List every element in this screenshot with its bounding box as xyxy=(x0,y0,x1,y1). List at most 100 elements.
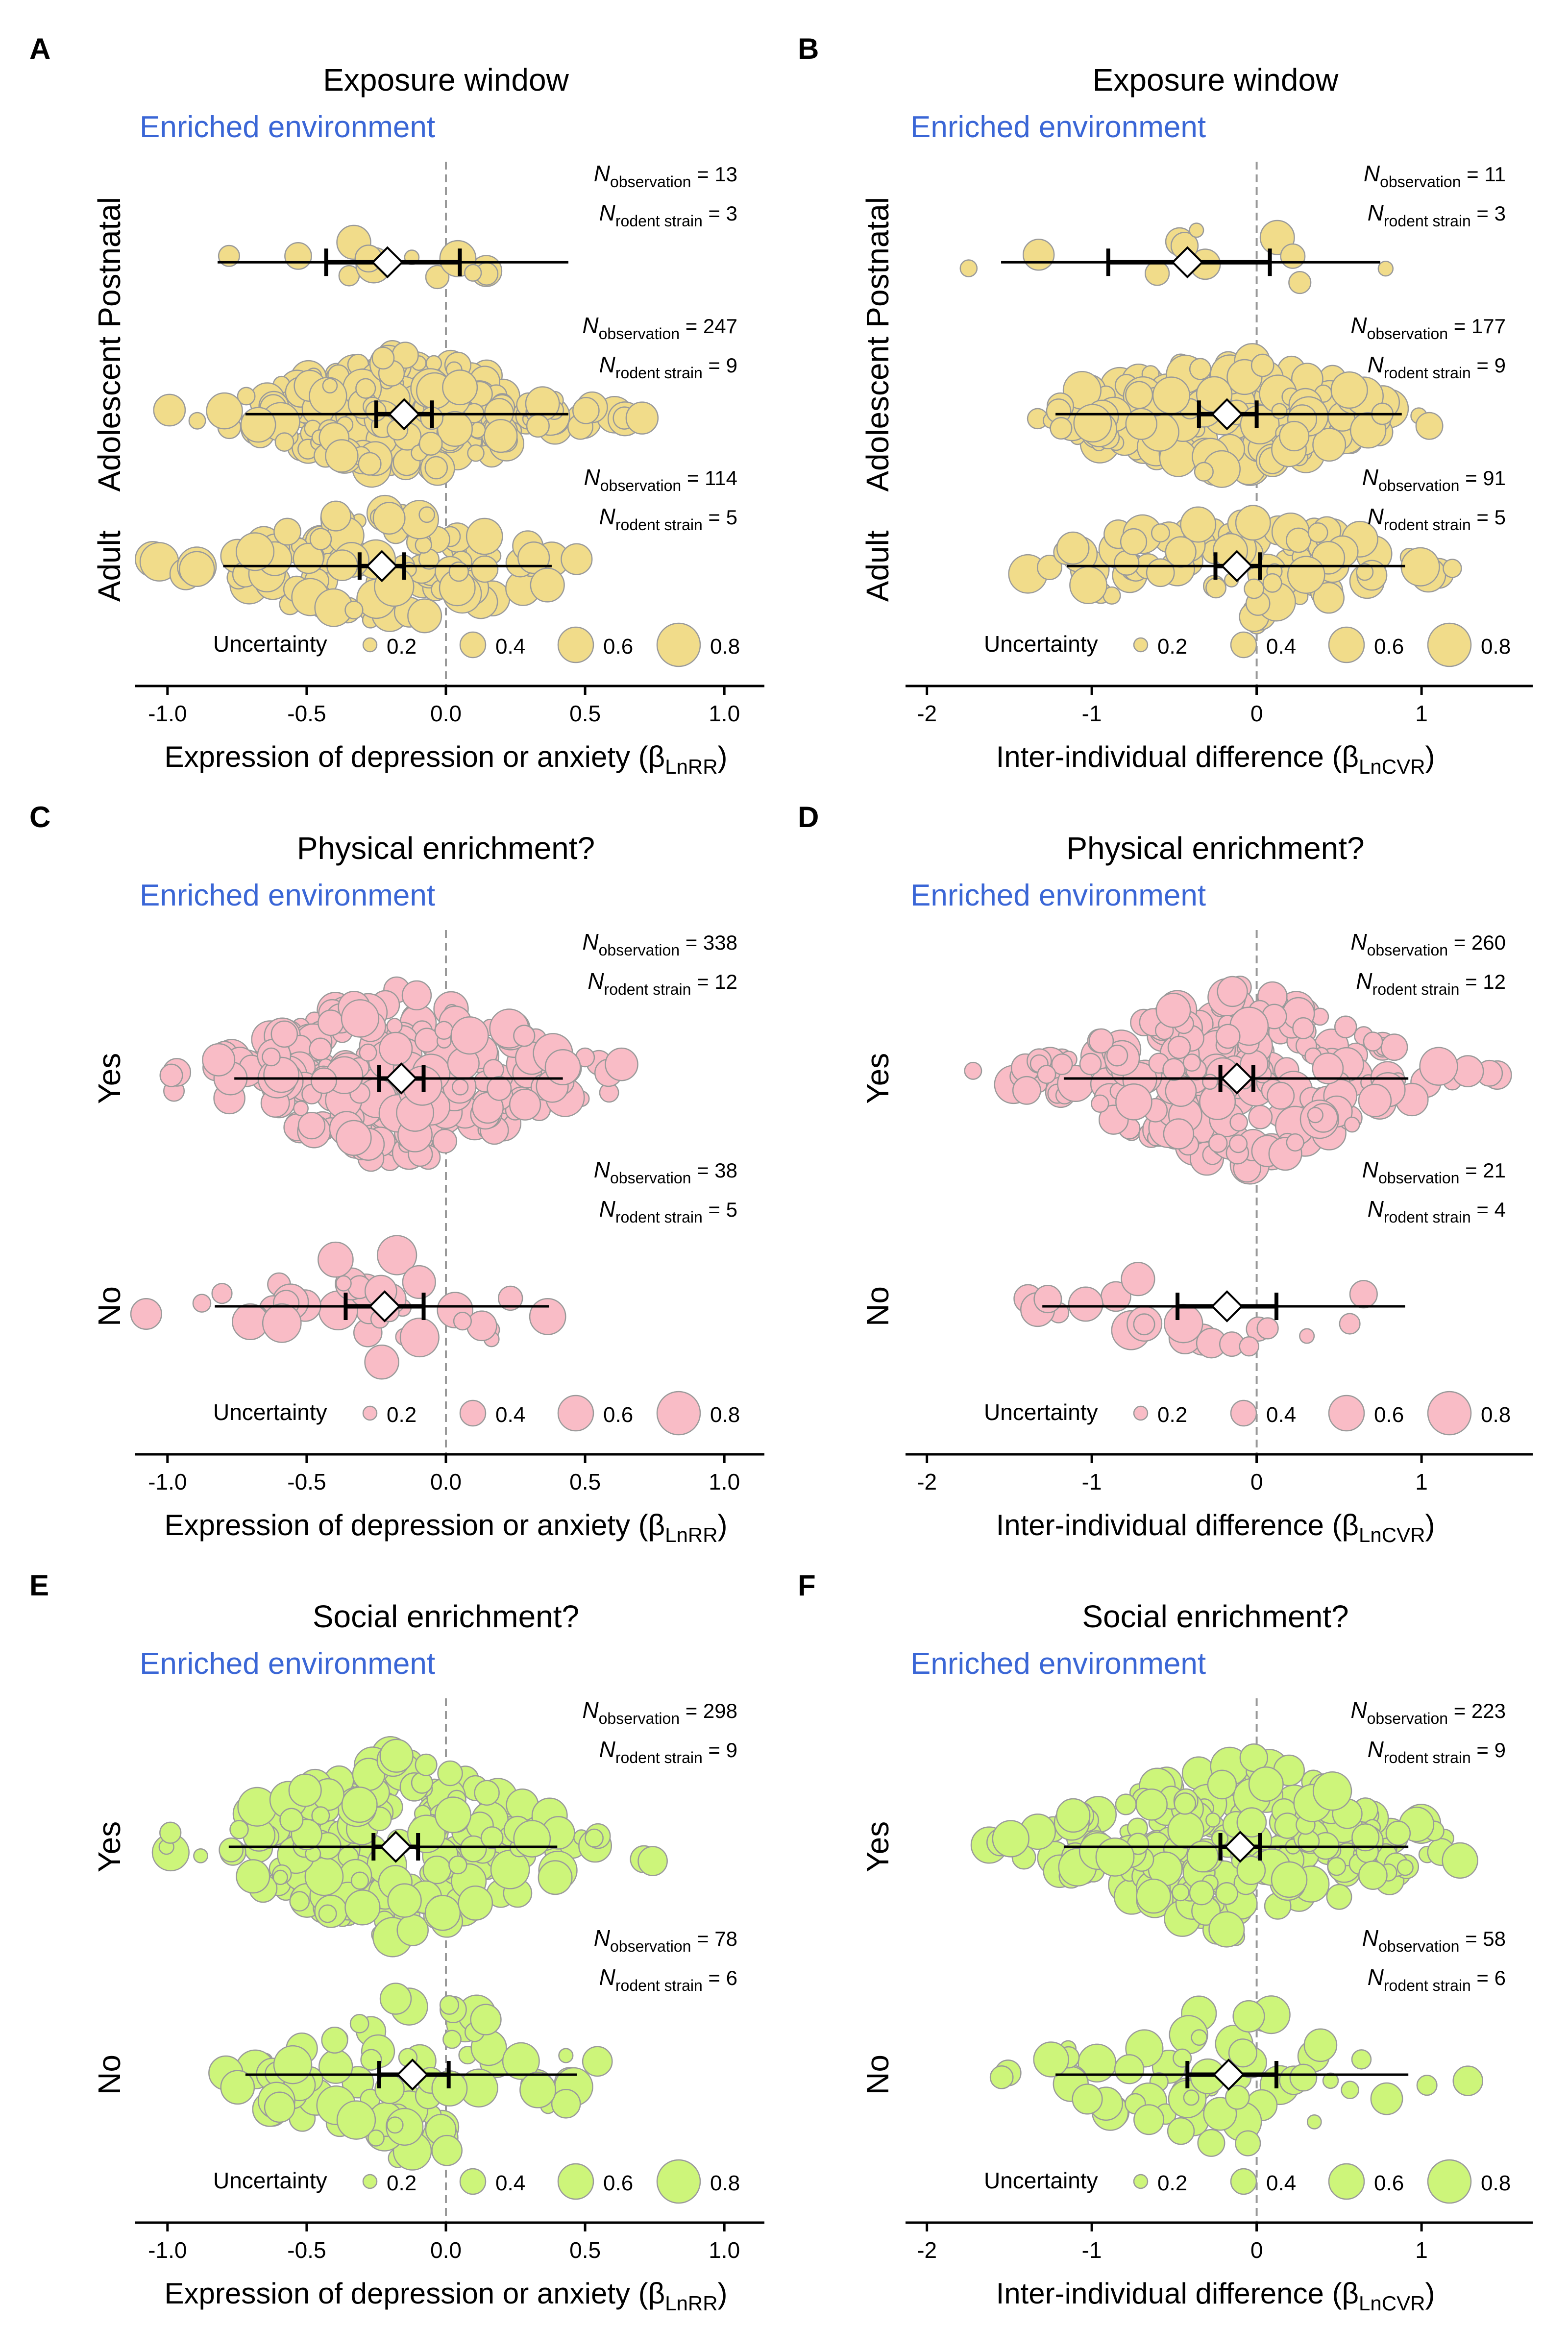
data-bubble xyxy=(401,980,432,1010)
data-bubble xyxy=(309,528,332,550)
data-bubble xyxy=(206,392,243,430)
n-rodent-strain-value: 5 xyxy=(1494,506,1506,529)
data-bubble xyxy=(415,1753,438,1776)
data-bubble xyxy=(1088,1028,1114,1054)
data-bubble xyxy=(487,1076,512,1101)
data-bubble xyxy=(1174,1792,1197,1815)
n-rodent-strain-value: 3 xyxy=(726,202,737,225)
data-bubble xyxy=(341,999,380,1038)
x-tick-label: 1 xyxy=(1415,701,1428,726)
n-rodent-strain-value: 6 xyxy=(1494,1966,1506,1989)
data-bubble xyxy=(1199,1083,1236,1120)
n-observation-value: 223 xyxy=(1471,1699,1506,1722)
data-bubble xyxy=(964,1061,982,1080)
legend-bubble xyxy=(1230,631,1257,659)
estimate-diamond xyxy=(1212,2058,1245,2091)
n-rodent-strain-label: Nrodent strain = 12 xyxy=(1356,968,1506,998)
data-bubble xyxy=(1202,1074,1218,1090)
data-bubble xyxy=(376,1235,417,1275)
x-tick-label: 0.0 xyxy=(430,2237,462,2263)
data-bubble xyxy=(418,432,443,456)
data-bubble xyxy=(321,2026,348,2054)
data-bubble xyxy=(1377,260,1394,277)
legend-value: 0.4 xyxy=(495,2171,525,2195)
data-bubble xyxy=(502,2042,540,2080)
group-label: No xyxy=(92,2055,127,2095)
x-axis-label: Inter-individual difference (βLnCVR) xyxy=(996,1509,1435,1546)
data-bubble xyxy=(509,1088,541,1121)
n-rodent-strain-label: Nrodent strain = 5 xyxy=(599,504,737,534)
n-observation-label: Nobservation = 11 xyxy=(1364,161,1506,191)
data-bubble xyxy=(470,2004,502,2035)
legend-bubble xyxy=(557,1395,594,1432)
x-axis-label-greek: β xyxy=(648,2277,665,2310)
legend-value: 0.4 xyxy=(1266,635,1296,659)
data-bubble xyxy=(1133,2104,1165,2135)
data-bubble xyxy=(466,517,503,555)
legend-bubble xyxy=(362,1405,378,1421)
group-label: No xyxy=(860,2055,895,2095)
legend-bubble xyxy=(656,622,701,667)
data-bubble xyxy=(262,1047,281,1067)
data-bubble xyxy=(1380,1033,1408,1061)
n-rodent-strain-value: 12 xyxy=(714,970,737,993)
x-tick-label: 0.5 xyxy=(569,2237,601,2263)
data-bubble xyxy=(1145,261,1170,286)
estimate-diamond xyxy=(1221,1062,1253,1095)
x-axis-label: Expression of depression or anxiety (βLn… xyxy=(164,740,727,778)
legend-bubble xyxy=(557,626,594,663)
data-bubble xyxy=(1079,1053,1102,1076)
data-bubble xyxy=(372,502,406,535)
data-bubble xyxy=(434,1021,454,1040)
data-bubble xyxy=(422,1855,451,1885)
n-observation-label: Nobservation = 260 xyxy=(1350,929,1506,959)
data-bubble xyxy=(1183,2089,1200,2106)
legend-bubble xyxy=(1328,626,1365,663)
data-bubble xyxy=(582,2046,613,2077)
panel-title: Physical enrichment? xyxy=(297,831,595,866)
data-bubble xyxy=(1271,1861,1308,1898)
data-bubble xyxy=(310,1067,337,1094)
n-observation-value: 260 xyxy=(1471,931,1506,954)
legend-value: 0.6 xyxy=(603,2171,633,2195)
data-bubble xyxy=(211,1283,233,1304)
data-bubble xyxy=(1248,1104,1273,1129)
data-bubble xyxy=(1051,1053,1073,1076)
data-bubble xyxy=(270,1020,298,1048)
data-bubble xyxy=(262,1303,302,1343)
legend-bubble xyxy=(1328,2163,1365,2200)
data-bubble xyxy=(989,2065,1014,2089)
n-rodent-strain-label: Nrodent strain = 4 xyxy=(1368,1196,1506,1226)
data-bubble xyxy=(350,1871,369,1890)
data-bubble xyxy=(1356,563,1374,581)
n-observation-value: 78 xyxy=(714,1927,737,1950)
data-bubble xyxy=(153,393,186,427)
estimate-diamond xyxy=(388,398,420,431)
legend-bubble xyxy=(656,2159,701,2204)
x-tick-label: -0.5 xyxy=(287,701,326,726)
panel-subtitle: Enriched environment xyxy=(140,1647,435,1681)
data-bubble xyxy=(1299,1328,1315,1344)
data-bubble xyxy=(1306,2114,1322,2130)
data-bubble xyxy=(1125,408,1157,440)
data-bubble xyxy=(273,517,301,546)
data-bubble xyxy=(1217,976,1248,1007)
x-axis-label-greek: β xyxy=(648,1509,665,1542)
n-rodent-strain-label: Nrodent strain = 5 xyxy=(599,1196,737,1226)
data-bubble xyxy=(344,1889,381,1926)
data-bubble xyxy=(1400,547,1440,587)
data-bubble xyxy=(1036,554,1062,580)
n-rodent-strain-value: 12 xyxy=(1483,970,1506,993)
data-bubble xyxy=(424,1895,461,1931)
x-axis-label-greek: β xyxy=(1342,1509,1359,1542)
data-bubble xyxy=(293,1101,309,1116)
data-bubble xyxy=(237,387,256,406)
bubble-group xyxy=(208,1983,613,2171)
panel-subtitle: Enriched environment xyxy=(140,879,435,912)
x-tick-label: -1 xyxy=(1082,2237,1102,2263)
legend-title: Uncertainty xyxy=(213,631,327,657)
data-bubble xyxy=(159,1821,182,1844)
panel-a: A Exposure window Enriched environment Post… xyxy=(29,32,764,778)
legend-value: 0.4 xyxy=(1266,1403,1296,1427)
data-bubble xyxy=(1172,1883,1190,1902)
